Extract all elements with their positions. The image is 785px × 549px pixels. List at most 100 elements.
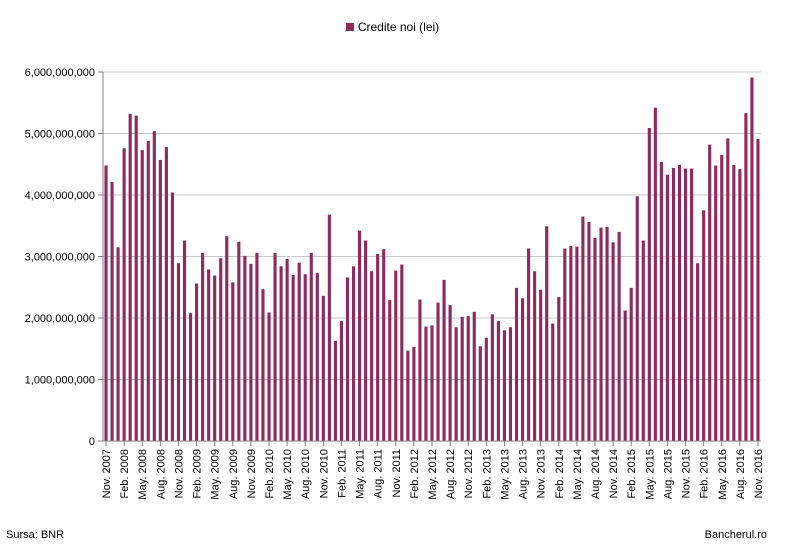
bar [690, 168, 694, 441]
bar [213, 275, 217, 441]
x-tick-label: May. 2016 [717, 449, 729, 500]
bar [569, 246, 573, 441]
x-tick-label: Nov. 2007 [101, 449, 113, 498]
bar [194, 283, 199, 441]
x-tick-label: Aug. 2009 [228, 449, 240, 499]
x-tick-label: Nov. 2010 [318, 449, 330, 498]
bar [623, 310, 627, 441]
bar [315, 273, 319, 441]
bar [726, 138, 730, 442]
x-tick-label: Feb. 2008 [119, 449, 131, 499]
x-tick-label: Feb. 2012 [409, 449, 421, 499]
bar [237, 241, 241, 441]
bar [327, 214, 331, 441]
bar [140, 150, 144, 442]
bar [478, 346, 482, 441]
x-tick-label: Aug. 2014 [590, 449, 602, 499]
y-tick-label: 2,000,000,000 [25, 313, 95, 325]
bar [436, 302, 440, 441]
bar [472, 311, 476, 441]
bar [593, 238, 597, 441]
bar [267, 312, 271, 441]
bar [533, 271, 537, 441]
x-tick-label: May. 2014 [572, 449, 584, 500]
bar [460, 316, 464, 441]
y-tick-label: 6,000,000,000 [25, 67, 95, 79]
bar [647, 127, 651, 441]
bar [683, 168, 688, 441]
bar [406, 350, 410, 441]
bar [249, 263, 253, 441]
y-tick-label: 3,000,000,000 [25, 252, 95, 264]
x-tick-label: Nov. 2016 [753, 449, 765, 498]
x-tick-label: Aug. 2015 [662, 449, 674, 499]
bar [756, 139, 760, 441]
bars [104, 77, 760, 442]
bar [557, 297, 561, 441]
bar [418, 299, 422, 441]
source-note: Sursa: BNR [6, 529, 65, 541]
bar [617, 231, 621, 441]
bar [201, 252, 205, 441]
bar [653, 107, 657, 442]
x-tick-label: Feb. 2014 [554, 449, 566, 499]
bar [164, 147, 168, 441]
bar [671, 167, 676, 441]
bar [351, 266, 356, 441]
bar [502, 330, 507, 441]
bar [243, 255, 247, 441]
bar [551, 323, 555, 441]
x-tick-label: May. 2009 [210, 449, 222, 500]
y-tick-label: 1,000,000,000 [25, 375, 95, 387]
bar [635, 196, 639, 441]
bar [412, 346, 416, 441]
bar [539, 289, 543, 441]
bar [400, 264, 404, 441]
bar [744, 113, 748, 441]
bar [708, 144, 712, 441]
bar [297, 262, 301, 441]
bar [696, 263, 700, 441]
bar [641, 240, 645, 441]
bar [134, 115, 138, 441]
x-tick-label: Aug. 2013 [518, 449, 530, 499]
bar [219, 258, 223, 441]
bar [563, 248, 567, 441]
y-axis-ticks: 0 1,000,000,000 2,000,000,000 3,000,000,000… [25, 67, 103, 448]
bar [520, 298, 525, 441]
x-tick-label: Nov. 2013 [536, 449, 548, 498]
x-tick-label: Feb. 2016 [699, 449, 711, 499]
x-tick-label: Nov. 2008 [173, 449, 185, 498]
bar [738, 169, 742, 442]
bar [720, 155, 724, 441]
bar [448, 305, 452, 441]
bar [545, 226, 549, 441]
bar [207, 269, 211, 441]
bar [659, 161, 663, 442]
bar [605, 226, 609, 441]
bar [665, 174, 670, 441]
bar [376, 254, 380, 441]
bar [146, 140, 150, 441]
bar [527, 248, 531, 441]
x-tick-label: Nov. 2009 [246, 449, 258, 498]
x-tick-label: Nov. 2011 [391, 449, 403, 498]
bar [182, 240, 187, 441]
x-tick-label: Feb. 2013 [481, 449, 493, 499]
bar [261, 289, 265, 441]
y-tick-label: 4,000,000,000 [25, 190, 95, 202]
bar [424, 326, 428, 441]
bar [702, 210, 706, 441]
bar [291, 274, 295, 441]
brand-label: Bancherul.ro [704, 529, 767, 541]
bar [104, 165, 108, 442]
bar [128, 113, 132, 441]
bar [345, 277, 350, 441]
bar [496, 321, 500, 441]
bar [629, 287, 633, 441]
bar [116, 247, 120, 441]
x-tick-label: May. 2013 [499, 449, 511, 500]
bar [303, 274, 307, 441]
bar [442, 279, 446, 441]
bar [273, 252, 277, 441]
